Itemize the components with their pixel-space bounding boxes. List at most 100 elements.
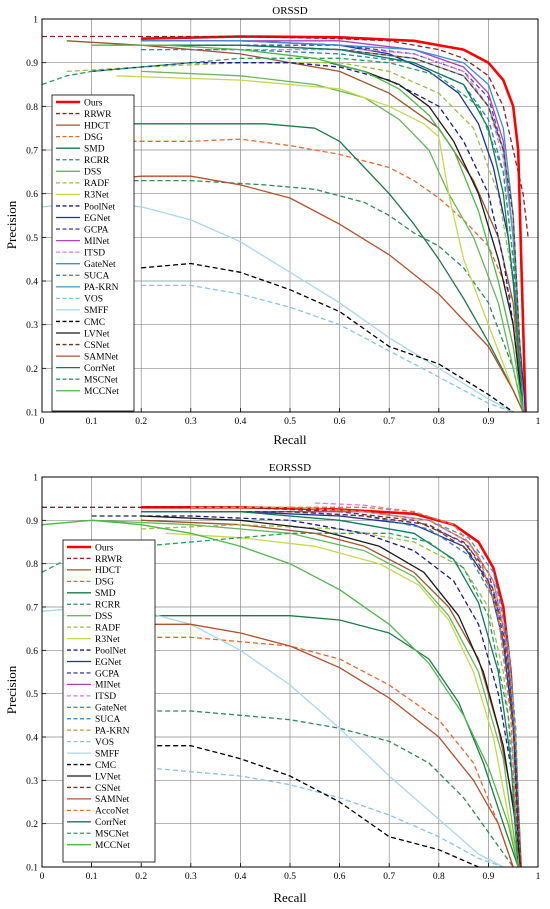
series-line-ours: [141, 505, 522, 868]
legend-label: RADF: [84, 179, 109, 189]
y-tick-label: 1: [33, 16, 38, 26]
series-line-vos: [141, 284, 514, 413]
legend-label: EGNet: [95, 658, 122, 668]
legend-label: CSNet: [95, 784, 121, 794]
series-line-rcrr: [141, 710, 514, 868]
series-line-rcrr: [101, 179, 524, 413]
series-line-poolnet: [91, 62, 524, 413]
legend-label: DSG: [95, 578, 114, 588]
legend-label: VOS: [95, 738, 114, 748]
legend-label: MINet: [84, 237, 110, 247]
legend-label: SUCA: [84, 272, 109, 282]
series-line-corrnet: [141, 511, 519, 868]
series-line-rrwr: [42, 506, 519, 868]
y-tick-label: 0.7: [26, 147, 38, 157]
legend-label: HDCT: [84, 121, 110, 131]
series-line-vos: [141, 766, 504, 868]
y-tick-label: 0.3: [26, 777, 38, 787]
x-tick-label: 0.3: [185, 417, 197, 427]
legend-label: RRWR: [95, 555, 123, 565]
legend-label: SAMNet: [95, 795, 130, 805]
legend-label: DSS: [84, 168, 101, 178]
y-tick-label: 0.1: [26, 864, 38, 874]
legend: OursRRWRHDCTDSGSMDRCRRDSSRADFR3NetPoolNe…: [62, 539, 156, 863]
legend-label: SAMNet: [84, 352, 119, 362]
series-lines: [41, 502, 522, 868]
axes: 0 0.1 0.2 0.3 0.4 0.5 0.6 0.7 0.8 0.9 10.10.20.30.…: [26, 16, 541, 428]
series-line-corrnet: [141, 44, 524, 413]
series-line-samnet: [91, 175, 524, 413]
legend-label: RCRR: [84, 156, 110, 166]
x-tick-label: 0: [40, 872, 45, 882]
x-tick-label: 0.8: [433, 872, 445, 882]
series-line-r3net: [116, 75, 524, 413]
x-tick-label: 0.8: [433, 417, 445, 427]
x-tick-label: 0.1: [86, 872, 98, 882]
legend-box: [62, 539, 156, 863]
legend-label: Ours: [95, 543, 114, 553]
series-lines: [41, 35, 529, 413]
legend-label: HDCT: [95, 566, 121, 576]
legend-label: SMD: [95, 589, 116, 599]
legend-label: PA-KRN: [95, 727, 130, 737]
legend-label: DSS: [95, 612, 112, 622]
legend: OursRRWRHDCTDSGSMDRCRRDSSRADFR3NetPoolNe…: [51, 94, 135, 412]
legend-label: GCPA: [95, 669, 120, 679]
series-line-mccnet: [91, 44, 524, 413]
x-tick-label: 0.5: [284, 872, 296, 882]
legend-label: MCCNet: [95, 841, 130, 851]
legend-label: ITSD: [84, 248, 105, 258]
x-tick-label: 1: [536, 417, 541, 427]
series-line-smd: [141, 615, 519, 868]
series-line-radf: [141, 524, 519, 868]
axes: 0 0.1 0.2 0.3 0.4 0.5 0.6 0.7 0.8 0.9 10.10.20.30.…: [26, 474, 541, 883]
legend-label: AccoNet: [95, 807, 129, 817]
legend-label: LVNet: [95, 772, 121, 782]
x-tick-label: 0.9: [482, 872, 494, 882]
legend-label: CMC: [95, 761, 116, 771]
y-tick-label: 0.7: [26, 604, 38, 614]
y-tick-label: 0.8: [26, 560, 38, 570]
series-line-csnet: [141, 44, 524, 413]
legend-label: GateNet: [84, 260, 116, 270]
legend-label: MSCNet: [84, 376, 118, 386]
x-tick-label: 0.4: [234, 417, 246, 427]
legend-label: SMFF: [84, 306, 108, 316]
legend-label: GCPA: [84, 225, 109, 235]
series-line-acconet: [290, 506, 519, 868]
legend-label: PoolNet: [84, 202, 116, 212]
x-tick-label: 0.5: [284, 417, 296, 427]
x-tick-label: 0.2: [135, 417, 147, 427]
series-line-samnet: [141, 623, 514, 868]
series-line-egnet: [141, 511, 522, 868]
x-tick-label: 0.7: [383, 417, 395, 427]
series-line-ours: [141, 35, 527, 413]
y-tick-label: 0.4: [26, 734, 38, 744]
legend-label: GateNet: [95, 704, 127, 714]
y-tick-label: 0.4: [26, 278, 38, 288]
legend-label: Ours: [84, 98, 103, 108]
legend-label: ITSD: [95, 692, 116, 702]
x-tick-label: 0.6: [334, 872, 346, 882]
series-line-rrwr: [42, 35, 529, 238]
legend-label: PoolNet: [95, 646, 127, 656]
series-line-pa-krn: [141, 44, 524, 413]
legend-label: MINet: [95, 681, 121, 691]
x-tick-label: 0.9: [482, 417, 494, 427]
y-tick-label: 0.9: [26, 517, 38, 527]
y-tick-label: 0.6: [26, 647, 38, 657]
y-tick-label: 0.6: [26, 190, 38, 200]
legend-label: R3Net: [95, 635, 120, 645]
series-line-csnet: [190, 511, 522, 868]
series-line-smd: [116, 123, 524, 413]
series-line-hdct: [66, 40, 524, 413]
y-axis-label: Precision: [4, 665, 19, 714]
x-tick-label: 0.7: [383, 872, 395, 882]
x-tick-label: 0: [40, 417, 45, 427]
legend-label: VOS: [84, 295, 103, 305]
legend-label: SMFF: [95, 749, 119, 759]
y-tick-label: 0.9: [26, 59, 38, 69]
legend-label: R3Net: [84, 191, 109, 201]
y-tick-label: 0.5: [26, 690, 38, 700]
